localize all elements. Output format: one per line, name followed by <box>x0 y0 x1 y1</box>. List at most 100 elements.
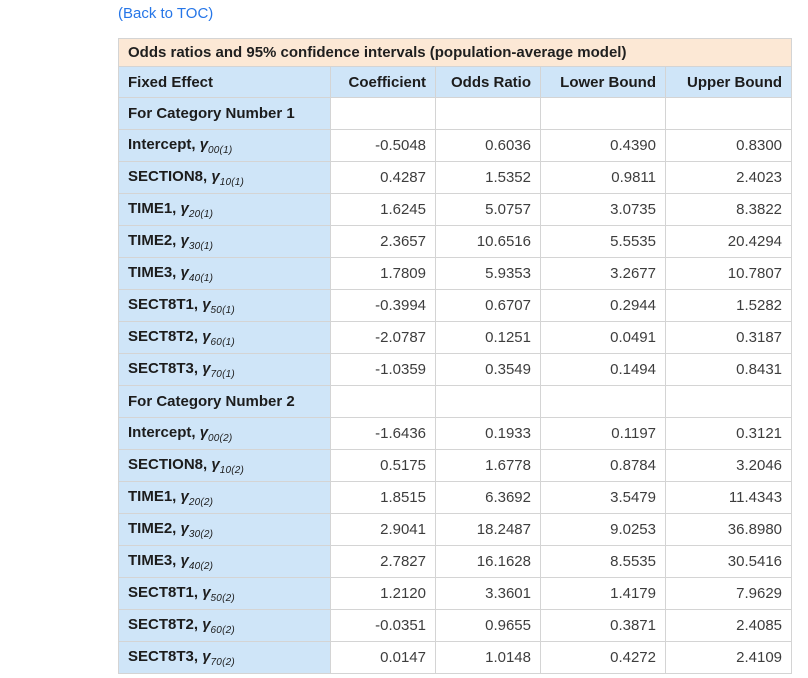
odds-ratio-cell: 1.6778 <box>435 449 541 482</box>
upper-bound-cell: 36.8980 <box>664 513 793 546</box>
lower-bound-cell: 0.9811 <box>540 161 666 194</box>
upper-bound-cell: 8.3822 <box>664 193 793 226</box>
upper-bound-cell: 0.8431 <box>664 353 793 386</box>
row-label: TIME2, γ30(2) <box>118 513 331 546</box>
upper-bound-cell: 2.4023 <box>664 161 793 194</box>
effect-name: TIME2, <box>128 519 177 537</box>
upper-bound-cell: 20.4294 <box>664 225 793 258</box>
column-header-upper-bound: Upper Bound <box>664 66 793 98</box>
lower-bound-cell: 3.0735 <box>540 193 666 226</box>
effect-name: SECTION8, <box>128 455 208 473</box>
effect-name: TIME1, <box>128 199 177 217</box>
row-label: SECTION8, γ10(1) <box>118 161 331 194</box>
row-label: SECT8T2, γ60(1) <box>118 321 331 354</box>
empty-cell <box>435 385 541 418</box>
upper-bound-cell: 1.5282 <box>664 289 793 322</box>
column-header-lower-bound: Lower Bound <box>540 66 666 98</box>
lower-bound-cell: 0.0491 <box>540 321 666 354</box>
coefficient-cell: -0.5048 <box>330 129 436 162</box>
coefficient-cell: 2.7827 <box>330 545 436 578</box>
table-row: SECT8T1, γ50(2) 1.2120 3.3601 1.4179 7.9629 <box>118 577 793 610</box>
effect-name: Intercept, <box>128 423 196 441</box>
effect-name: SECT8T2, <box>128 327 199 345</box>
odds-ratio-cell: 0.6036 <box>435 129 541 162</box>
gamma-symbol: γ <box>199 423 209 441</box>
odds-ratio-cell: 1.5352 <box>435 161 541 194</box>
row-label: TIME2, γ30(1) <box>118 225 331 258</box>
gamma-subscript: 60(1) <box>210 336 235 348</box>
table-title-row: Odds ratios and 95% confidence intervals… <box>117 38 793 67</box>
gamma-subscript: 40(2) <box>188 560 214 572</box>
lower-bound-cell: 0.4390 <box>540 129 666 162</box>
gamma-symbol: γ <box>180 231 189 249</box>
row-label: TIME1, γ20(2) <box>118 481 331 514</box>
back-to-toc-link[interactable]: (Back to TOC) <box>118 5 214 22</box>
upper-bound-cell: 10.7807 <box>664 257 793 290</box>
lower-bound-cell: 9.0253 <box>540 513 666 546</box>
gamma-symbol: γ <box>180 263 189 281</box>
gamma-symbol: γ <box>202 295 211 313</box>
effect-name: SECT8T2, <box>128 615 199 633</box>
row-label: SECT8T1, γ50(1) <box>118 289 331 322</box>
gamma-subscript: 50(1) <box>210 304 235 316</box>
coefficient-cell: 0.5175 <box>330 449 436 482</box>
empty-cell <box>435 97 541 130</box>
upper-bound-cell: 11.4343 <box>664 481 793 514</box>
coefficient-cell: 0.0147 <box>330 641 436 674</box>
gamma-subscript: 10(2) <box>219 464 245 476</box>
upper-bound-cell: 3.2046 <box>664 449 793 482</box>
effect-name: TIME3, <box>128 263 177 281</box>
lower-bound-cell: 0.3871 <box>540 609 666 642</box>
empty-cell <box>330 385 436 418</box>
row-label: TIME1, γ20(1) <box>118 193 331 226</box>
effect-name: Intercept, <box>128 135 196 153</box>
column-header-fixed-effect: Fixed Effect <box>118 66 331 98</box>
coefficient-cell: 0.4287 <box>330 161 436 194</box>
lower-bound-cell: 0.1494 <box>540 353 666 386</box>
table-title: Odds ratios and 95% confidence intervals… <box>117 38 793 67</box>
lower-bound-cell: 1.4179 <box>540 577 666 610</box>
odds-ratio-cell: 10.6516 <box>435 225 541 258</box>
lower-bound-cell: 5.5535 <box>540 225 666 258</box>
row-label: SECT8T2, γ60(2) <box>118 609 331 642</box>
effect-name: TIME3, <box>128 551 177 569</box>
table-row: TIME2, γ30(2) 2.9041 18.2487 9.0253 36.8980 <box>118 513 793 546</box>
table-row: SECT8T1, γ50(1) -0.3994 0.6707 0.2944 1.5282 <box>118 289 793 322</box>
odds-ratio-cell: 5.0757 <box>435 193 541 226</box>
gamma-subscript: 20(2) <box>188 496 214 508</box>
row-label: SECT8T3, γ70(1) <box>118 353 331 386</box>
table-row: SECTION8, γ10(1) 0.4287 1.5352 0.9811 2.4023 <box>118 161 793 194</box>
row-label: TIME3, γ40(1) <box>118 257 331 290</box>
gamma-symbol: γ <box>202 359 211 377</box>
table-row: SECTION8, γ10(2) 0.5175 1.6778 0.8784 3.2046 <box>118 449 793 482</box>
row-label: SECT8T3, γ70(2) <box>118 641 331 674</box>
gamma-symbol: γ <box>180 199 189 217</box>
gamma-subscript: 70(1) <box>210 368 235 380</box>
odds-ratio-cell: 0.1933 <box>435 417 541 450</box>
lower-bound-cell: 0.1197 <box>540 417 666 450</box>
coefficient-cell: -2.0787 <box>330 321 436 354</box>
row-label: TIME3, γ40(2) <box>118 545 331 578</box>
lower-bound-cell: 8.5535 <box>540 545 666 578</box>
gamma-subscript: 10(1) <box>219 176 245 188</box>
effect-name: SECTION8, <box>128 167 208 185</box>
upper-bound-cell: 30.5416 <box>664 545 793 578</box>
effect-name: SECT8T3, <box>128 647 199 665</box>
category-header-label: For Category Number 2 <box>118 385 331 418</box>
gamma-symbol: γ <box>180 487 189 505</box>
upper-bound-cell: 7.9629 <box>664 577 793 610</box>
effect-name: SECT8T1, <box>128 583 199 601</box>
table-row: TIME3, γ40(2) 2.7827 16.1628 8.5535 30.5416 <box>118 545 793 578</box>
effect-name: TIME2, <box>128 231 177 249</box>
lower-bound-cell: 3.2677 <box>540 257 666 290</box>
odds-ratio-cell: 16.1628 <box>435 545 541 578</box>
odds-ratio-table: Odds ratios and 95% confidence intervals… <box>117 38 793 674</box>
table-row: SECT8T3, γ70(1) -1.0359 0.3549 0.1494 0.8431 <box>118 353 793 386</box>
odds-ratio-cell: 0.3549 <box>435 353 541 386</box>
coefficient-cell: 1.7809 <box>330 257 436 290</box>
gamma-symbol: γ <box>202 647 211 665</box>
table-row: Intercept, γ00(1) -0.5048 0.6036 0.4390 0.83… <box>118 129 793 162</box>
gamma-subscript: 40(1) <box>188 272 214 284</box>
table-row: SECT8T2, γ60(1) -2.0787 0.1251 0.0491 0.3187 <box>118 321 793 354</box>
row-label: SECT8T1, γ50(2) <box>118 577 331 610</box>
